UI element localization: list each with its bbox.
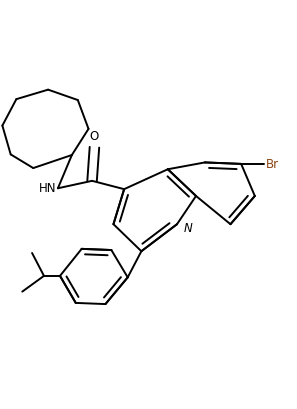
Text: Br: Br: [266, 158, 279, 171]
Text: HN: HN: [39, 181, 56, 194]
Text: O: O: [90, 130, 99, 143]
Text: N: N: [184, 221, 192, 234]
